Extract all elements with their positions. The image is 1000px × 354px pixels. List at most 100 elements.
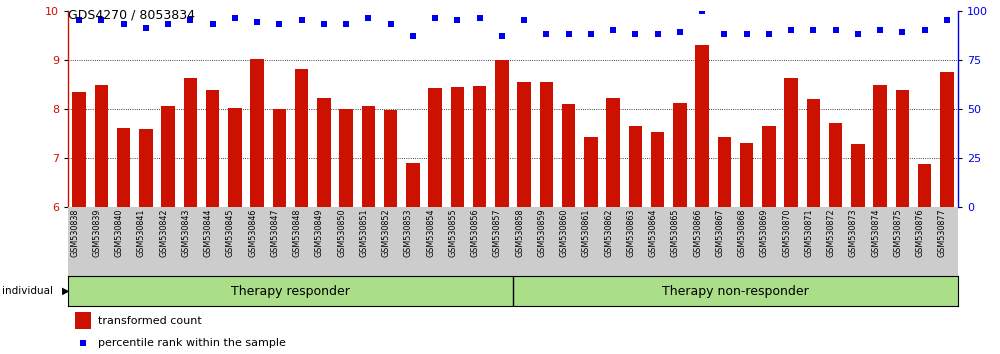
Text: GSM530864: GSM530864 xyxy=(649,209,658,257)
Point xyxy=(249,19,265,25)
Text: GSM530867: GSM530867 xyxy=(715,209,724,257)
Text: GSM530874: GSM530874 xyxy=(871,209,880,257)
Text: GSM530877: GSM530877 xyxy=(938,209,947,257)
Point xyxy=(182,18,198,23)
Point xyxy=(294,18,310,23)
Bar xyxy=(517,82,531,207)
Bar xyxy=(295,69,308,207)
Point xyxy=(227,16,243,21)
Bar xyxy=(807,99,820,207)
Point xyxy=(583,32,599,37)
Text: GSM530861: GSM530861 xyxy=(582,209,591,257)
Point xyxy=(71,18,87,23)
Point xyxy=(739,32,755,37)
Point xyxy=(427,16,443,21)
Text: GSM530866: GSM530866 xyxy=(693,209,702,257)
Bar xyxy=(95,85,108,207)
Text: GSM530840: GSM530840 xyxy=(115,209,124,257)
Text: GSM530841: GSM530841 xyxy=(137,209,146,257)
Point xyxy=(472,16,488,21)
Point xyxy=(205,22,221,27)
Point xyxy=(383,22,399,27)
Bar xyxy=(161,107,175,207)
Bar xyxy=(918,164,931,207)
Point xyxy=(894,29,910,35)
Bar xyxy=(362,107,375,207)
Bar xyxy=(695,45,709,207)
Bar xyxy=(206,90,219,207)
Bar xyxy=(72,92,86,207)
Text: GSM530854: GSM530854 xyxy=(426,209,435,257)
Bar xyxy=(718,137,731,207)
Text: Therapy responder: Therapy responder xyxy=(231,285,350,298)
Bar xyxy=(784,78,798,207)
Text: GSM530869: GSM530869 xyxy=(760,209,769,257)
Bar xyxy=(873,85,887,207)
Bar xyxy=(629,126,642,207)
Bar xyxy=(384,110,397,207)
Text: GSM530872: GSM530872 xyxy=(827,209,836,257)
Bar xyxy=(762,126,776,207)
Text: transformed count: transformed count xyxy=(98,315,202,326)
Text: ▶: ▶ xyxy=(62,286,70,296)
Point xyxy=(160,22,176,27)
Text: GSM530865: GSM530865 xyxy=(671,209,680,257)
Point xyxy=(561,32,577,37)
Bar xyxy=(428,88,442,207)
Text: GSM530873: GSM530873 xyxy=(849,209,858,257)
Bar xyxy=(339,109,353,207)
Point xyxy=(828,28,844,33)
Text: GSM530846: GSM530846 xyxy=(248,209,257,257)
Point xyxy=(939,18,955,23)
Text: GSM530845: GSM530845 xyxy=(226,209,235,257)
Text: GSM530868: GSM530868 xyxy=(738,209,747,257)
Point xyxy=(516,18,532,23)
Point xyxy=(316,22,332,27)
Text: GSM530862: GSM530862 xyxy=(604,209,613,257)
Text: GSM530876: GSM530876 xyxy=(916,209,925,257)
FancyBboxPatch shape xyxy=(75,312,91,329)
Bar xyxy=(139,130,153,207)
Text: GDS4270 / 8053834: GDS4270 / 8053834 xyxy=(68,9,195,22)
Bar xyxy=(896,90,909,207)
Bar xyxy=(562,104,575,207)
Text: GSM530871: GSM530871 xyxy=(804,209,813,257)
Point xyxy=(650,32,666,37)
Text: GSM530856: GSM530856 xyxy=(471,209,480,257)
Text: GSM530870: GSM530870 xyxy=(782,209,791,257)
Bar xyxy=(273,109,286,207)
Bar xyxy=(117,127,130,207)
Point xyxy=(494,33,510,39)
Point xyxy=(93,18,109,23)
Text: GSM530857: GSM530857 xyxy=(493,209,502,257)
Text: GSM530855: GSM530855 xyxy=(448,209,457,257)
Point xyxy=(783,28,799,33)
Text: GSM530875: GSM530875 xyxy=(893,209,902,257)
Bar xyxy=(495,60,509,207)
Point xyxy=(761,32,777,37)
Bar xyxy=(184,78,197,207)
Text: GSM530853: GSM530853 xyxy=(404,209,413,257)
Text: GSM530860: GSM530860 xyxy=(560,209,569,257)
Point xyxy=(917,28,933,33)
Point xyxy=(449,18,465,23)
Point xyxy=(672,29,688,35)
Text: GSM530847: GSM530847 xyxy=(270,209,279,257)
Point xyxy=(138,25,154,31)
Point xyxy=(75,341,91,346)
Bar xyxy=(851,144,865,207)
Text: GSM530849: GSM530849 xyxy=(315,209,324,257)
Point xyxy=(716,32,732,37)
Text: GSM530844: GSM530844 xyxy=(204,209,213,257)
Text: GSM530838: GSM530838 xyxy=(70,209,79,257)
Point xyxy=(405,33,421,39)
Bar xyxy=(250,59,264,207)
Bar xyxy=(451,87,464,207)
Point xyxy=(360,16,376,21)
Point xyxy=(538,32,554,37)
Text: percentile rank within the sample: percentile rank within the sample xyxy=(98,338,286,348)
Bar xyxy=(940,72,954,207)
Bar xyxy=(829,122,842,207)
Text: GSM530852: GSM530852 xyxy=(382,209,391,257)
Point xyxy=(338,22,354,27)
